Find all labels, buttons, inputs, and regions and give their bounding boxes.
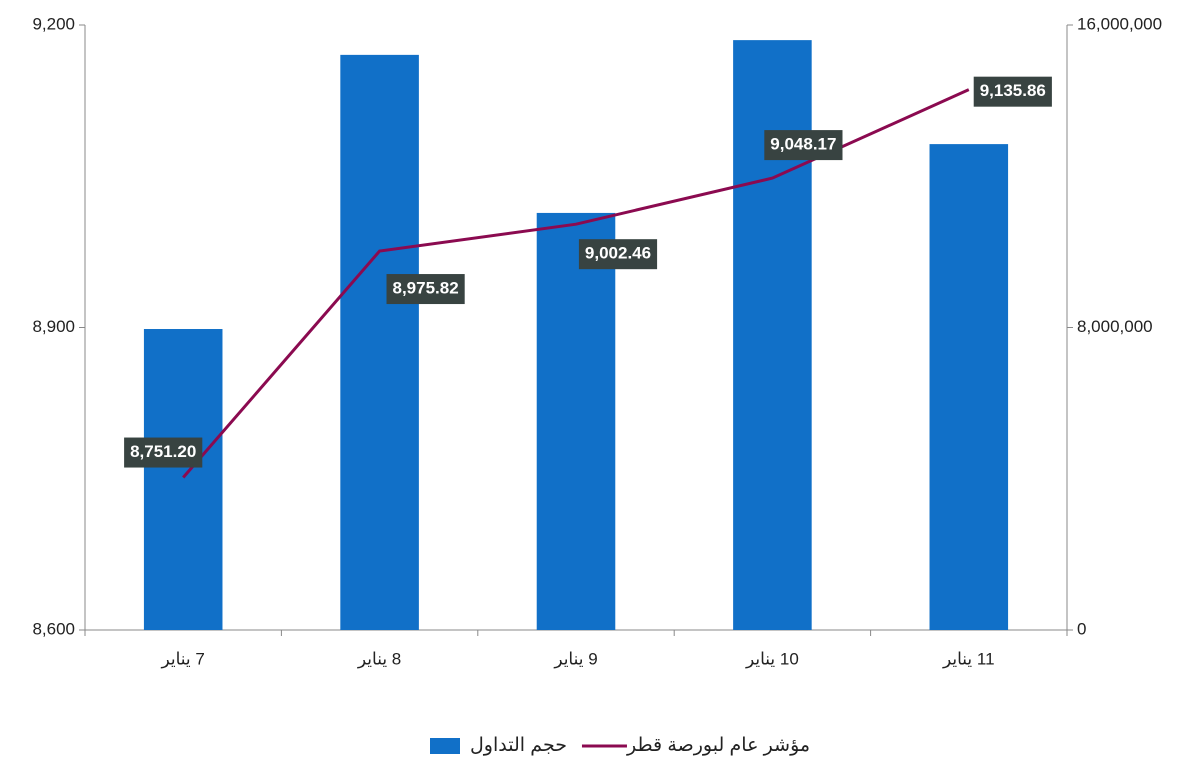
data-label-text: 9,135.86 — [980, 81, 1046, 100]
y-tick-label: 9,200 — [32, 14, 75, 33]
data-label-text: 8,751.20 — [130, 442, 196, 461]
data-label-box — [973, 76, 1052, 107]
data-label-box — [124, 437, 203, 468]
x-tick-label: 11 يناير — [942, 649, 995, 668]
data-label-text: 8,975.82 — [393, 279, 459, 298]
data-label: 9,135.86 — [973, 76, 1052, 107]
x-tick-label: 8 يناير — [357, 649, 401, 668]
bar — [733, 40, 812, 630]
data-label-text: 9,002.46 — [585, 244, 651, 263]
bar — [929, 144, 1009, 630]
y-tick-label: 8,900 — [32, 317, 75, 336]
y2-tick-label: 8,000,000 — [1077, 317, 1153, 336]
legend-label: مؤشر عام لبورصة قطر — [626, 735, 810, 756]
legend-label: حجم التداول — [470, 735, 567, 756]
bar — [340, 54, 419, 630]
data-label: 8,975.82 — [386, 274, 465, 305]
bar — [536, 212, 616, 630]
data-label: 9,048.17 — [764, 130, 843, 161]
data-label-box — [386, 274, 465, 305]
data-label-box — [764, 130, 843, 161]
x-tick-label: 10 يناير — [745, 649, 799, 668]
y2-tick-label: 0 — [1077, 619, 1086, 638]
legend-marker — [430, 738, 460, 754]
data-label-text: 9,048.17 — [770, 135, 836, 154]
y2-tick-label: 16,000,000 — [1077, 14, 1162, 33]
data-label: 8,751.20 — [124, 437, 203, 468]
y-tick-label: 8,600 — [32, 619, 75, 638]
data-label-box — [578, 239, 658, 270]
bar — [143, 329, 223, 630]
x-tick-label: 7 يناير — [161, 649, 205, 668]
data-label: 9,002.46 — [578, 239, 658, 270]
x-tick-label: 9 يناير — [553, 649, 597, 668]
